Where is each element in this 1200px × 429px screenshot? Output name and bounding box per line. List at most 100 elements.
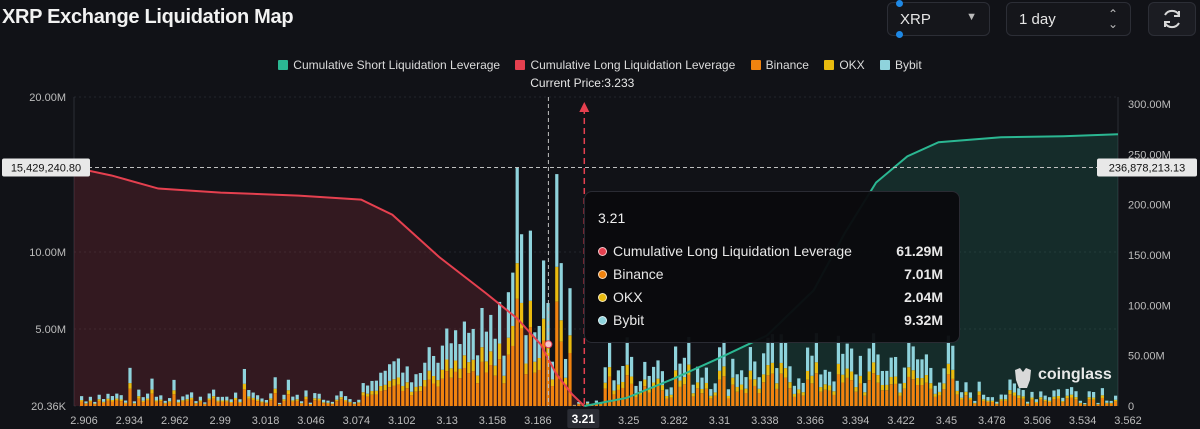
- bar-okx: [405, 382, 409, 389]
- bar-okx: [938, 391, 942, 396]
- bar-bybit: [225, 396, 229, 401]
- current-price-arrow-icon: [579, 102, 590, 112]
- bar-okx: [273, 388, 277, 394]
- bar-okx: [115, 398, 119, 401]
- bar-okx: [498, 343, 502, 360]
- bar-bybit: [247, 390, 251, 397]
- bar-bybit: [418, 373, 422, 387]
- bar-okx: [119, 399, 123, 402]
- bar-okx: [1109, 402, 1113, 404]
- bar-okx: [396, 377, 400, 385]
- bar-okx: [577, 403, 581, 405]
- bar-okx: [181, 400, 185, 402]
- bar-okx: [484, 361, 488, 373]
- legend-item-binance[interactable]: Binance: [750, 58, 809, 72]
- bar-okx: [467, 362, 471, 374]
- bar-okx: [942, 383, 946, 390]
- bar-okx: [894, 376, 898, 384]
- bar-bybit: [286, 379, 290, 391]
- bar-okx: [832, 391, 836, 395]
- bar-okx: [608, 367, 612, 377]
- bar-okx: [564, 377, 568, 385]
- bar-binance: [229, 402, 233, 406]
- bar-bybit: [194, 401, 198, 404]
- bar-okx: [185, 399, 189, 401]
- bar-bybit: [911, 346, 915, 371]
- bar-bybit: [238, 399, 242, 402]
- bar-binance: [1039, 399, 1043, 406]
- bar-bybit: [594, 400, 598, 403]
- bar-binance: [278, 404, 282, 406]
- bar-bybit: [1100, 388, 1104, 396]
- drag-handle-icon[interactable]: [896, 31, 903, 38]
- legend-item-long[interactable]: Cumulative Long Liquidation Leverage: [515, 58, 735, 72]
- bar-binance: [396, 384, 400, 406]
- bar-bybit: [1109, 400, 1113, 403]
- bar-okx: [1017, 395, 1021, 399]
- legend-item-short[interactable]: Cumulative Short Liquidation Leverage: [278, 58, 500, 72]
- bar-bybit: [960, 392, 964, 398]
- bar-okx: [286, 390, 290, 395]
- bar-binance: [370, 394, 374, 406]
- bar-bybit: [559, 263, 563, 321]
- bar-binance: [590, 405, 594, 406]
- bar-binance: [788, 388, 792, 406]
- bar-okx: [212, 396, 216, 399]
- bar-binance: [964, 395, 968, 406]
- bar-binance: [1008, 394, 1012, 406]
- bar-binance: [735, 391, 739, 406]
- tooltip-value: 2.04M: [904, 289, 943, 305]
- bar-bybit: [102, 399, 106, 402]
- bar-binance: [722, 376, 726, 406]
- bar-okx: [907, 367, 911, 377]
- legend-item-bybit[interactable]: Bybit: [880, 58, 922, 72]
- bar-bybit: [88, 396, 92, 401]
- coinglass-logo-icon: [1015, 368, 1031, 388]
- bar-bybit: [999, 394, 1003, 400]
- bar-bybit: [524, 335, 528, 364]
- bar-bybit: [938, 382, 942, 392]
- chart-legend: Cumulative Short Liquidation Leverage Cu…: [0, 58, 1200, 72]
- coin-select[interactable]: XRP ▼: [887, 0, 990, 38]
- bar-binance: [330, 404, 334, 406]
- bar-bybit: [920, 359, 924, 379]
- bar-bybit: [1092, 391, 1096, 398]
- bar-bybit: [150, 378, 154, 390]
- bar-binance: [946, 374, 950, 406]
- bar-okx: [766, 365, 770, 376]
- bar-bybit: [520, 234, 524, 303]
- drag-handle-icon[interactable]: [896, 0, 903, 7]
- bar-binance: [1109, 403, 1113, 406]
- bar-okx: [449, 368, 453, 378]
- bar-binance: [854, 391, 858, 406]
- bar-binance: [537, 369, 541, 406]
- bar-bybit: [691, 384, 695, 394]
- time-range-select[interactable]: 1 day ⌃ ⌄: [1006, 2, 1131, 36]
- refresh-button[interactable]: [1148, 2, 1196, 36]
- bar-bybit: [528, 230, 532, 301]
- bar-bybit: [779, 334, 783, 363]
- bar-binance: [1100, 397, 1104, 406]
- bar-binance: [682, 384, 686, 406]
- bar-bybit: [700, 377, 704, 389]
- bar-binance: [867, 380, 871, 406]
- right-axis-tick: 50.00M: [1128, 351, 1165, 363]
- bar-bybit: [1065, 388, 1069, 396]
- legend-item-okx[interactable]: OKX: [824, 58, 865, 72]
- bar-okx: [652, 382, 656, 389]
- bar-binance: [770, 373, 774, 406]
- bar-okx: [762, 374, 766, 383]
- bar-okx: [946, 363, 950, 375]
- bar-okx: [995, 403, 999, 405]
- x-axis-tick: 3.394: [842, 415, 870, 427]
- bar-bybit: [476, 355, 480, 376]
- bar-okx: [735, 386, 739, 392]
- bar-bybit: [1039, 391, 1043, 398]
- bar-binance: [678, 386, 682, 406]
- bar-binance: [876, 382, 880, 406]
- bar-binance: [603, 388, 607, 406]
- bar-bybit: [568, 288, 572, 336]
- bar-bybit: [762, 353, 766, 375]
- bar-binance: [388, 387, 392, 406]
- bar-binance: [823, 389, 827, 406]
